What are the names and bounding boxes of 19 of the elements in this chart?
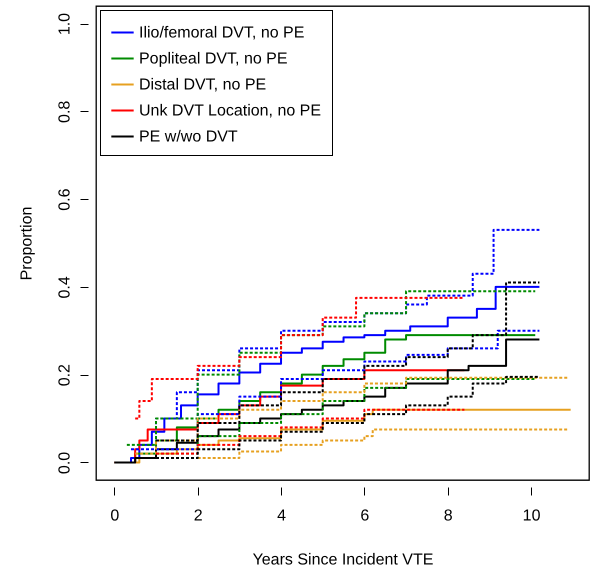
x-tick-label: 4 xyxy=(277,508,286,524)
y-tick-label: 0.2 xyxy=(56,364,74,386)
x-tick-label: 8 xyxy=(444,508,453,524)
x-tick-label: 0 xyxy=(110,508,120,524)
x-tick-label: 10 xyxy=(522,508,541,524)
x-tick-label: 6 xyxy=(360,508,370,524)
x-tick-label: 2 xyxy=(194,508,203,524)
y-tick-label: 0.8 xyxy=(56,100,74,123)
y-tick-label: 0.0 xyxy=(56,452,74,474)
legend-label: Distal DVT, no PE xyxy=(139,76,266,94)
legend-label: PE w/wo DVT xyxy=(139,128,238,146)
y-tick-label: 1.0 xyxy=(56,12,74,36)
y-tick-label: 0.4 xyxy=(56,276,74,299)
y-axis-title: Proportion xyxy=(18,206,36,280)
legend-label: Unk DVT Location, no PE xyxy=(139,102,322,120)
legend-label: Popliteal DVT, no PE xyxy=(139,50,288,68)
x-axis-title: Years Since Incident VTE xyxy=(252,552,434,568)
y-tick-label: 0.6 xyxy=(56,188,74,211)
legend-label: Ilio/femoral DVT, no PE xyxy=(139,24,304,42)
